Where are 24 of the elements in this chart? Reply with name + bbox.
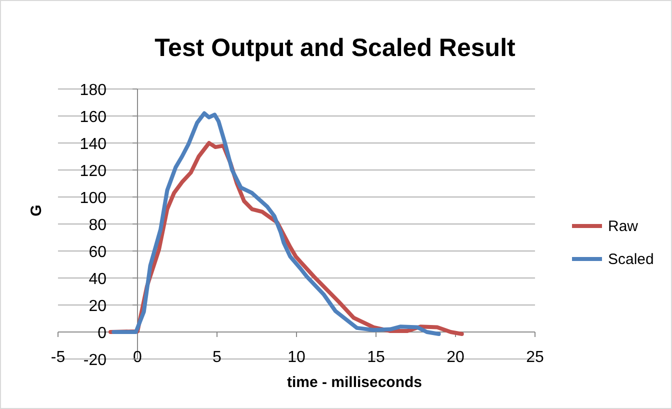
y-tick-label: 0 bbox=[98, 325, 107, 342]
y-tick-label: 80 bbox=[88, 217, 107, 234]
y-tick-label: 40 bbox=[88, 271, 107, 288]
x-tick-label: 5 bbox=[212, 349, 222, 366]
legend-label: Scaled bbox=[608, 251, 654, 268]
x-axis-title: time - milliseconds bbox=[286, 374, 422, 391]
line-series bbox=[112, 111, 441, 336]
y-tick-label: 20 bbox=[88, 298, 107, 315]
x-tick-label: -5 bbox=[50, 349, 66, 366]
legend-label: Raw bbox=[608, 218, 638, 235]
y-tick-label: 60 bbox=[88, 244, 107, 261]
x-tick-label: 25 bbox=[526, 349, 544, 366]
x-tick-label: 10 bbox=[288, 349, 306, 366]
y-tick-label: -20 bbox=[83, 352, 107, 369]
y-tick-label: 120 bbox=[80, 163, 107, 180]
y-tick-label: 140 bbox=[80, 136, 107, 153]
x-tick-label: 0 bbox=[133, 349, 142, 366]
x-tick-label: 20 bbox=[446, 349, 464, 366]
y-axis-title: G bbox=[28, 204, 45, 216]
y-tick-label: 180 bbox=[80, 82, 107, 99]
chart-title: Test Output and Scaled Result bbox=[154, 34, 516, 62]
y-tick-label: 160 bbox=[80, 109, 107, 126]
x-tick-label: 15 bbox=[367, 349, 385, 366]
y-tick-label: 100 bbox=[80, 190, 107, 207]
